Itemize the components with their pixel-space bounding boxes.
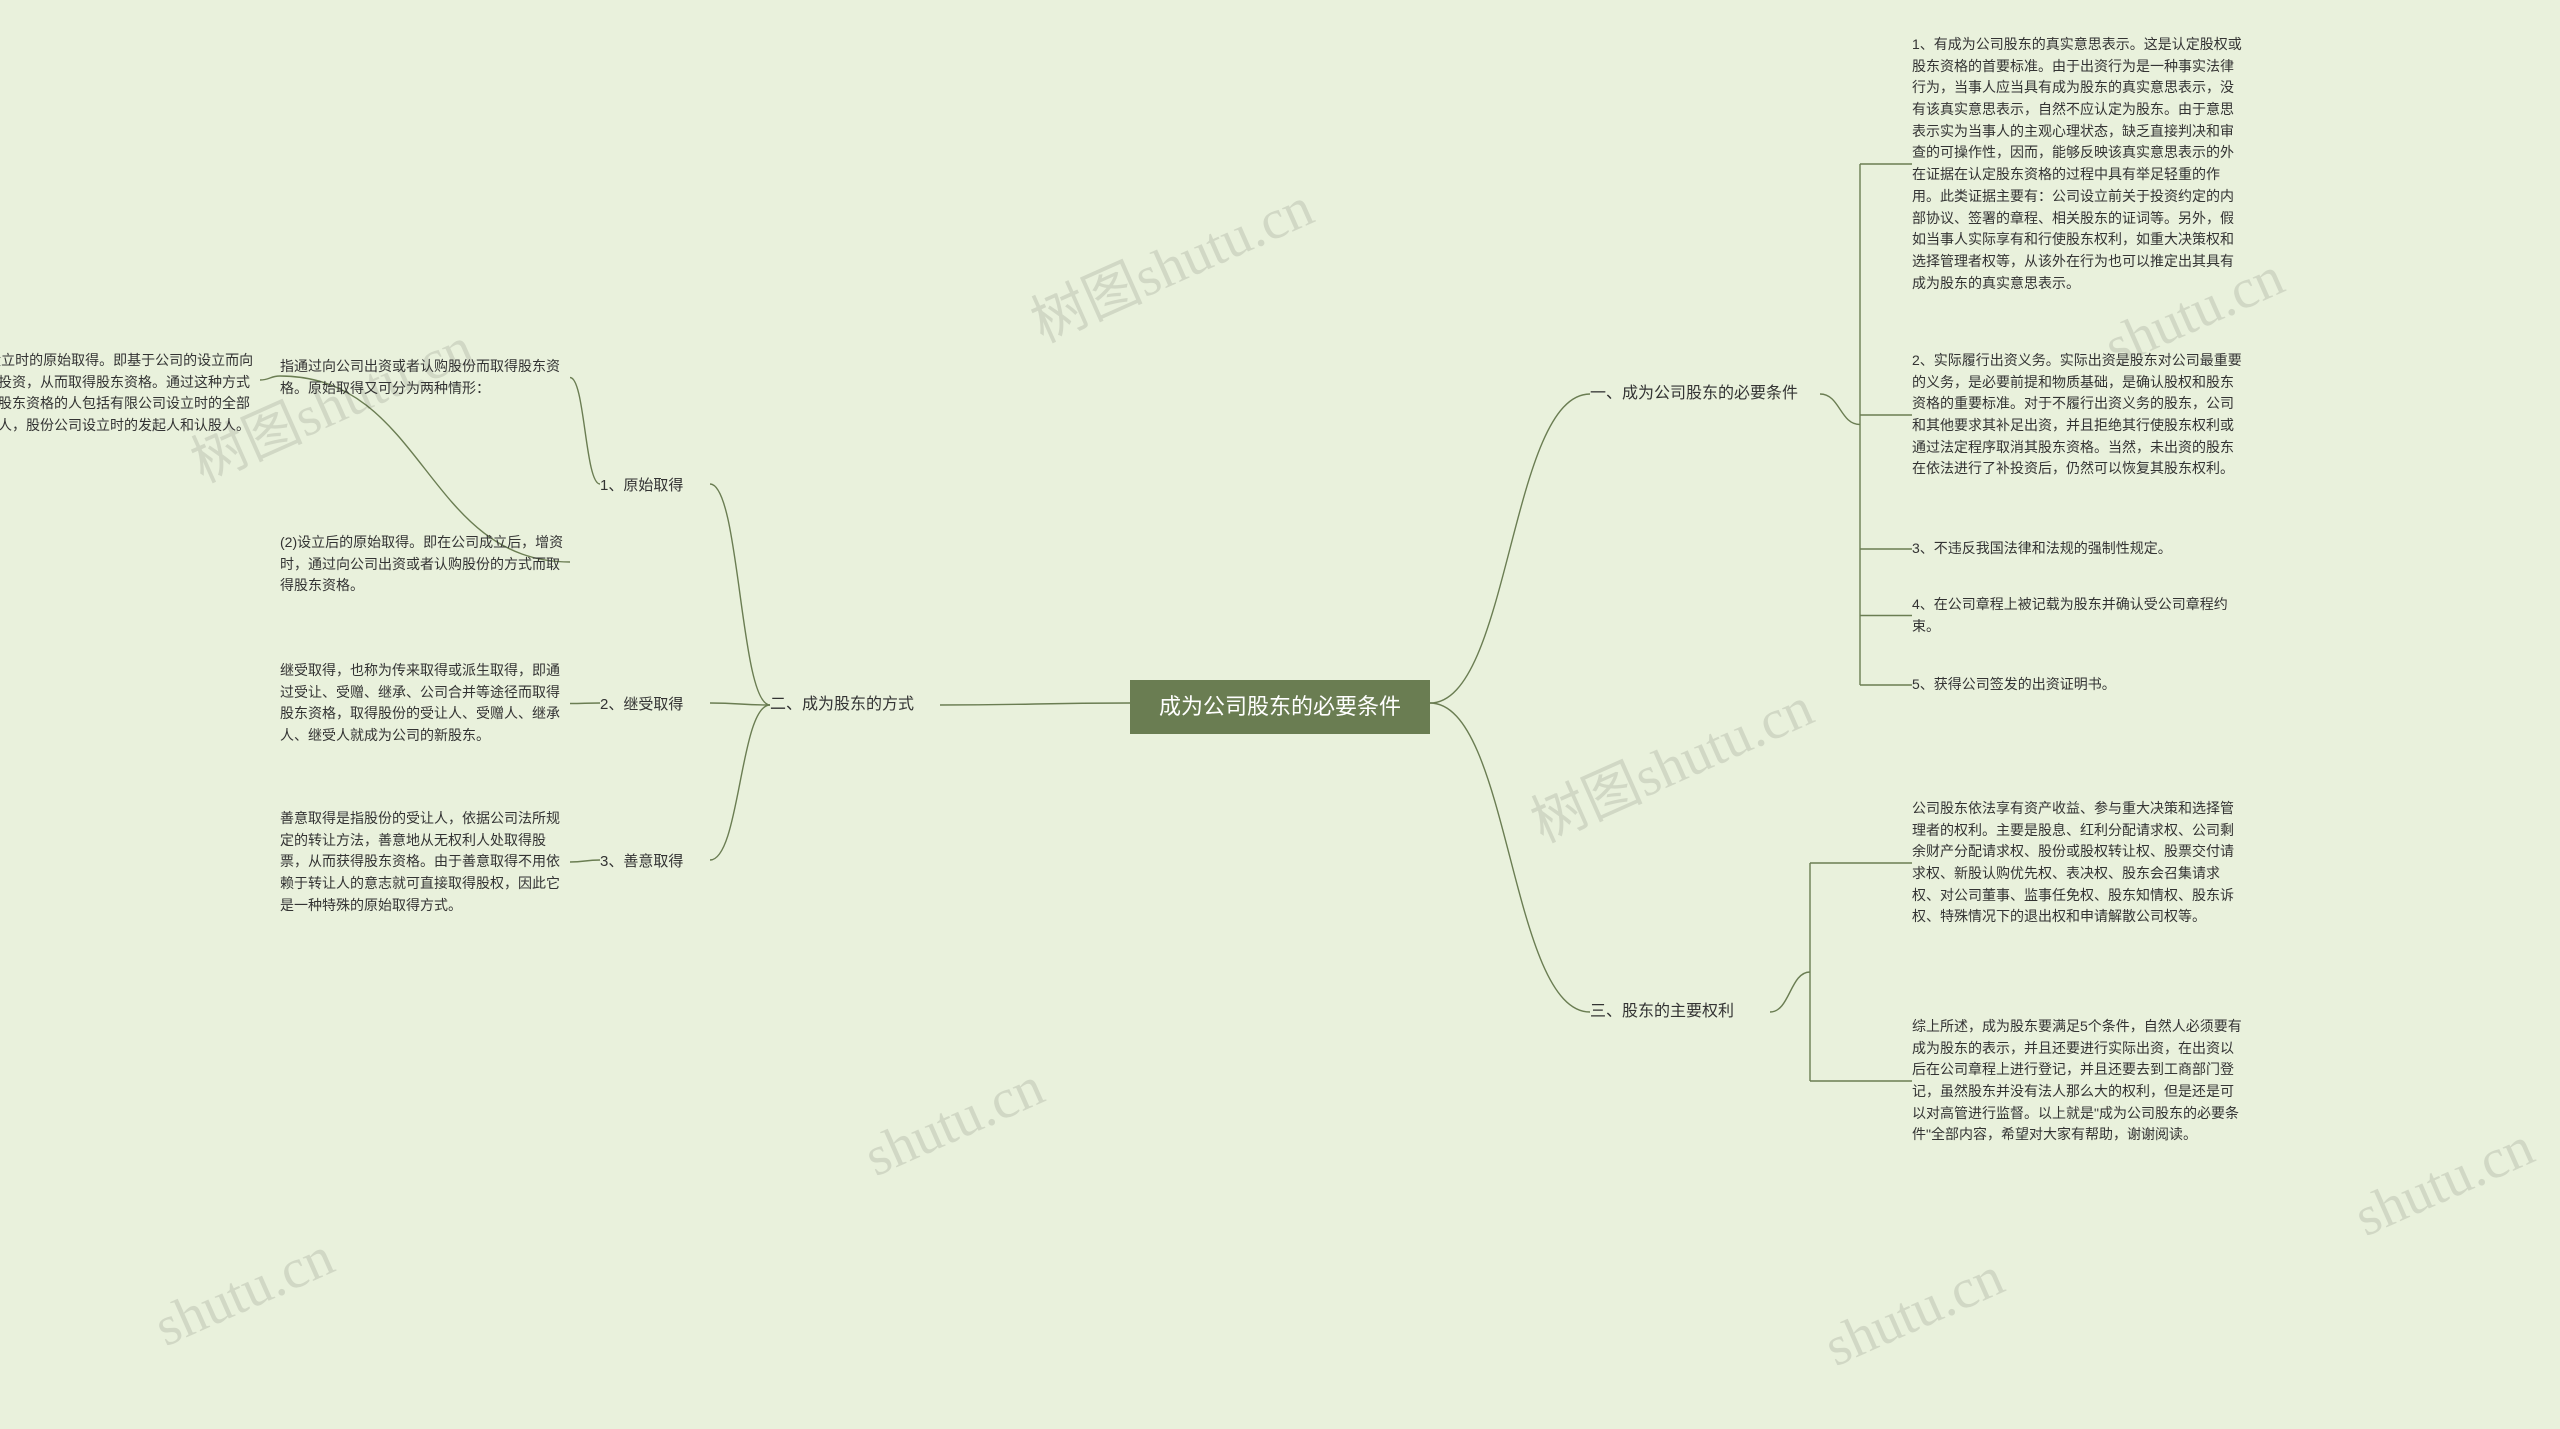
leaf-node: (1)设立时的原始取得。即基于公司的设立而向公司投资，从而取得股东资格。通过这种… bbox=[0, 350, 260, 437]
sub-node: 3、善意取得 bbox=[600, 850, 710, 873]
leaf-node: 善意取得是指股份的受让人，依据公司法所规定的转让方法，善意地从无权利人处取得股票… bbox=[280, 808, 570, 916]
leaf-node: 指通过向公司出资或者认购股份而取得股东资格。原始取得又可分为两种情形： bbox=[280, 356, 570, 399]
center-topic: 成为公司股东的必要条件 bbox=[1130, 680, 1430, 734]
leaf-node: 5、获得公司签发的出资证明书。 bbox=[1912, 674, 2242, 696]
sub-node: 1、原始取得 bbox=[600, 474, 710, 497]
leaf-node: 1、有成为公司股东的真实意思表示。这是认定股权或股东资格的首要标准。由于出资行为… bbox=[1912, 34, 2242, 294]
branch-right: 一、成为公司股东的必要条件 bbox=[1590, 382, 1820, 407]
leaf-node: 3、不违反我国法律和法规的强制性规定。 bbox=[1912, 538, 2242, 560]
mindmap-canvas: 树图shutu.cn树图shutu.cnshutu.cn树图shutu.cnsh… bbox=[0, 0, 2560, 1429]
leaf-node: 4、在公司章程上被记载为股东并确认受公司章程约束。 bbox=[1912, 594, 2242, 637]
branch-left: 二、成为股东的方式 bbox=[770, 693, 940, 718]
leaf-node: (2)设立后的原始取得。即在公司成立后，增资时，通过向公司出资或者认购股份的方式… bbox=[280, 532, 570, 597]
leaf-node: 综上所述，成为股东要满足5个条件，自然人必须要有成为股东的表示，并且还要进行实际… bbox=[1912, 1016, 2242, 1146]
branch-right: 三、股东的主要权利 bbox=[1590, 1000, 1770, 1025]
leaf-node: 2、实际履行出资义务。实际出资是股东对公司最重要的义务，是必要前提和物质基础，是… bbox=[1912, 350, 2242, 480]
leaf-node: 公司股东依法享有资产收益、参与重大决策和选择管理者的权利。主要是股息、红利分配请… bbox=[1912, 798, 2242, 928]
sub-node: 2、继受取得 bbox=[600, 693, 710, 716]
leaf-node: 继受取得，也称为传来取得或派生取得，即通过受让、受赠、继承、公司合并等途径而取得… bbox=[280, 660, 570, 747]
